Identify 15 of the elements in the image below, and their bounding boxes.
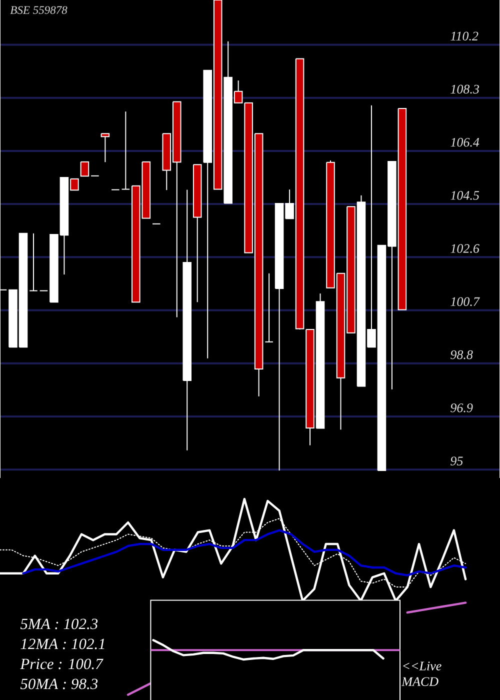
y-tick-label: 104.5 xyxy=(450,191,480,200)
y-tick-label: 110.2 xyxy=(450,32,478,41)
y-tick-label: 108.3 xyxy=(450,84,480,94)
y-tick-label: 98.8 xyxy=(450,350,473,360)
y-tick-label: 95 xyxy=(450,456,463,466)
y-tick-label: 96.9 xyxy=(450,404,473,412)
y-tick-label: 106.4 xyxy=(450,138,480,147)
y-tick-label: 100.7 xyxy=(450,297,480,306)
annotation: Price : 100.7 xyxy=(20,658,104,670)
chart-title: BSE 559878 xyxy=(10,6,68,14)
annotation: 5MA : 102.3 xyxy=(20,618,98,630)
annotation: 50MA : 98.3 xyxy=(20,678,98,690)
annotation: 12MA : 102.1 xyxy=(20,638,104,650)
y-tick-label: 102.6 xyxy=(450,244,480,253)
annotation: <<Live MACD xyxy=(402,662,442,686)
